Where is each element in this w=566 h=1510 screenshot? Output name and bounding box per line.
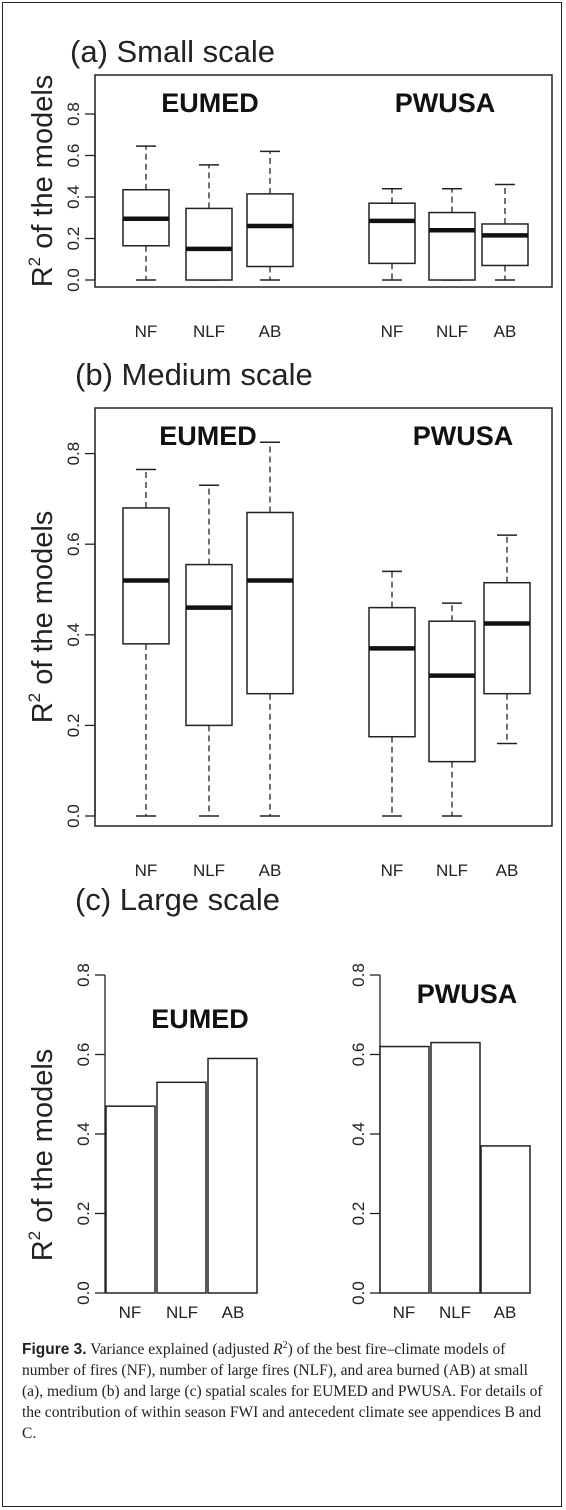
figure-caption: Figure 3. Variance explained (adjusted R… — [22, 1335, 547, 1444]
panel-b-eumed-nf-box — [122, 507, 170, 645]
panel-b-xtick-ab-2: AB — [496, 861, 519, 880]
panel-c-pwusa-bar-nf — [379, 1045, 430, 1294]
panel-a-xtick-ab-2: AB — [494, 322, 517, 341]
panel-b-y-axis: 0.0 0.2 0.4 0.6 0.8 — [64, 442, 96, 828]
figure-label: Figure 3. — [22, 1341, 87, 1359]
panel-c-xtick-nf-2: NF — [393, 1303, 416, 1322]
panel-b-xtick-nf-2: NF — [381, 861, 404, 880]
panel-c-label-pwusa: PWUSA — [417, 979, 518, 1009]
panel-c-right-y-tick-label-1: 0.2 — [349, 1202, 368, 1226]
panel-c-left-y-tick-label-2: 0.4 — [74, 1122, 93, 1146]
panel-a-xtick-nlf-1: NLF — [193, 322, 225, 341]
caption-text-2: ) of the best fire–climate models of num… — [22, 1341, 543, 1443]
panel-a-ylabel: R2 of the models — [25, 75, 59, 288]
panel-a-y-tick-label-0: 0.0 — [64, 268, 83, 292]
panel-b-group-label-pwusa: PWUSA — [413, 421, 514, 451]
panel-a-y-axis: 0.0 0.2 0.4 0.6 0.8 — [64, 102, 96, 292]
panel-b-eumed-ab-box — [246, 511, 294, 695]
panel-c-left-y-tick-label-1: 0.2 — [74, 1202, 93, 1226]
panel-b-xtick-nf-1: NF — [135, 861, 158, 880]
panel-c-pwusa-bar-nlf — [430, 1041, 481, 1294]
caption-r: R — [273, 1341, 283, 1359]
panel-c-title: (c) Large scale — [75, 882, 280, 917]
panel-c-left-y-tick-label-4: 0.8 — [74, 963, 93, 987]
caption-sup: 2 — [282, 1340, 288, 1351]
panel-b-xtick-ab-1: AB — [259, 861, 282, 880]
panel-a-title: (a) Small scale — [70, 34, 275, 69]
panel-c-pwusa-bars — [379, 1041, 531, 1294]
panel-a-pwusa-nf-box — [368, 202, 416, 265]
panel-c-ylabel: R2 of the models — [25, 1049, 59, 1262]
panel-c-xtick-nlf-2: NLF — [439, 1303, 471, 1322]
panel-b-title: (b) Medium scale — [75, 357, 313, 392]
panel-c-left-y-tick-label-0: 0.0 — [74, 1281, 93, 1305]
panel-c-left-y-tick-label-3: 0.6 — [74, 1043, 93, 1067]
panel-c-eumed-bar-nlf — [156, 1081, 207, 1294]
panel-b-xtick-nlf-1: NLF — [193, 861, 225, 880]
panel-a-y-tick-label-3: 0.6 — [64, 144, 83, 168]
panel-a-xtick-nlf-2: NLF — [436, 322, 468, 341]
panel-a-eumed-ab-box — [246, 193, 294, 268]
panel-c-left-y-axis: 0.0 0.2 0.4 0.6 0.8 — [74, 963, 106, 1305]
panel-a-xtick-ab-1: AB — [259, 322, 282, 341]
panel-c-xtick-ab-2: AB — [494, 1303, 517, 1322]
panel-b-pwusa-nlf-box — [428, 620, 476, 763]
panel-b-group-label-eumed: EUMED — [159, 421, 257, 451]
panel-a-y-tick-label-4: 0.8 — [64, 102, 83, 126]
panel-b-pwusa-ab-box — [483, 581, 531, 695]
panel-c-eumed-bars — [105, 1057, 258, 1294]
panel-a-group-label-pwusa: PWUSA — [395, 88, 496, 118]
panel-a-xtick-nf-2: NF — [381, 322, 404, 341]
panel-a-y-tick-label-1: 0.2 — [64, 227, 83, 251]
panel-b-y-tick-label-4: 0.8 — [64, 442, 83, 466]
panel-b-boxes — [122, 441, 531, 817]
panel-a-eumed-nlf-box — [185, 207, 233, 281]
panel-b-ylabel: R2 of the models — [25, 511, 59, 724]
panel-c-right-y-tick-label-3: 0.6 — [349, 1043, 368, 1067]
panel-b-pwusa-nf-box — [368, 606, 416, 738]
panel-a-xtick-nf-1: NF — [135, 322, 158, 341]
panel-a-pwusa-ab-box — [481, 223, 529, 267]
panel-c-right-y-axis: 0.0 0.2 0.4 0.6 0.8 — [349, 963, 381, 1305]
panel-a-pwusa-nlf-box — [428, 211, 476, 281]
figure-svg: (a) Small scale R2 of the models 0.00.20… — [25, 34, 553, 1322]
panel-c-right-y-tick-label-4: 0.8 — [349, 963, 368, 987]
panel-a-group-label-eumed: EUMED — [161, 88, 259, 118]
panel-c-xtick-ab-1: AB — [222, 1303, 245, 1322]
panel-c-eumed-bar-ab — [207, 1057, 258, 1294]
panel-a-y-tick-label-2: 0.4 — [64, 185, 83, 209]
panel-b-y-tick-label-0: 0.0 — [64, 804, 83, 828]
panel-b-y-tick-label-3: 0.6 — [64, 532, 83, 556]
panel-b-xtick-nlf-2: NLF — [436, 861, 468, 880]
panel-c-pwusa-bar-ab — [480, 1145, 531, 1294]
panel-c-right-y-tick-label-0: 0.0 — [349, 1281, 368, 1305]
panel-b-y-tick-label-2: 0.4 — [64, 623, 83, 647]
panel-c-eumed-bar-nf — [105, 1105, 156, 1294]
panel-c-right-y-tick-label-2: 0.4 — [349, 1122, 368, 1146]
panel-b-eumed-nlf-box — [185, 563, 233, 727]
panel-a-boxes — [122, 145, 529, 281]
panel-b-y-tick-label-1: 0.2 — [64, 714, 83, 738]
panel-c-xtick-nlf-1: NLF — [166, 1303, 198, 1322]
panel-c-xtick-nf-1: NF — [119, 1303, 142, 1322]
caption-text-1: Variance explained (adjusted — [86, 1341, 274, 1359]
panel-c-label-eumed: EUMED — [151, 1004, 249, 1034]
